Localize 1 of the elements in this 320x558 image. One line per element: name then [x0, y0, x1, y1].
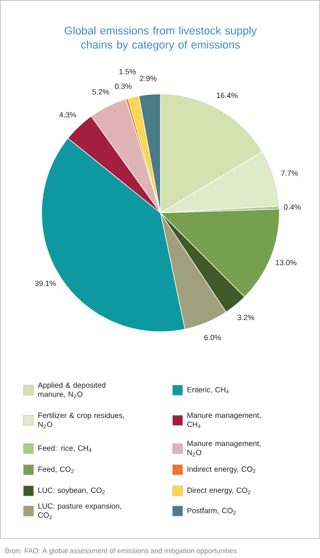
chart-title: Global emissions from livestock supply chains by category of emissions: [64, 26, 257, 51]
